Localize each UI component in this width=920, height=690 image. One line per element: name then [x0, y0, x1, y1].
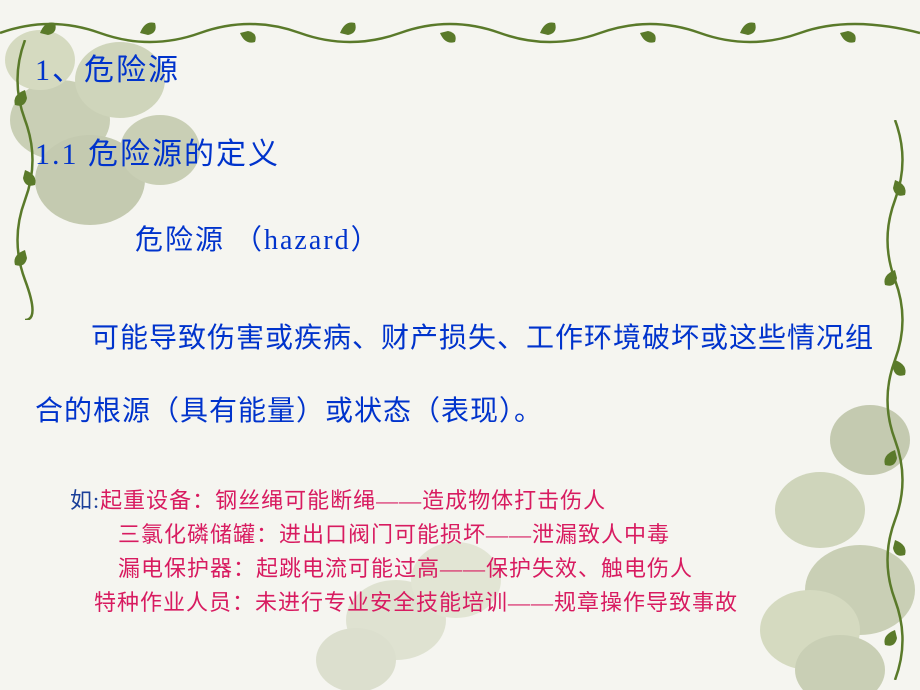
- slide-content: 1、危险源 1.1 危险源的定义 危险源 （hazard） 可能导致伤害或疾病、…: [0, 0, 920, 640]
- definition-text: 可能导致伤害或疾病、财产损失、工作环境破坏或这些情况组合的根源（具有能量）或状态…: [35, 303, 880, 449]
- example-line-1: 起重设备：钢丝绳可能断绳——造成物体打击伤人: [100, 488, 606, 513]
- examples-block: 如:起重设备：钢丝绳可能断绳——造成物体打击伤人 三氯化磷储罐：进出口阀门可能损…: [35, 484, 880, 620]
- heading-level-1: 1、危险源: [35, 45, 880, 89]
- heading-level-2: 1.1 危险源的定义: [35, 129, 880, 173]
- term-line: 危险源 （hazard）: [35, 218, 880, 258]
- example-line-3: 漏电保护器：起跳电流可能过高——保护失效、触电伤人: [70, 552, 880, 586]
- example-line-4: 特种作业人员：未进行专业安全技能培训——规章操作导致事故: [70, 586, 880, 620]
- example-label: 如:: [70, 488, 100, 513]
- example-line-2: 三氯化磷储罐：进出口阀门可能损坏——泄漏致人中毒: [70, 518, 880, 552]
